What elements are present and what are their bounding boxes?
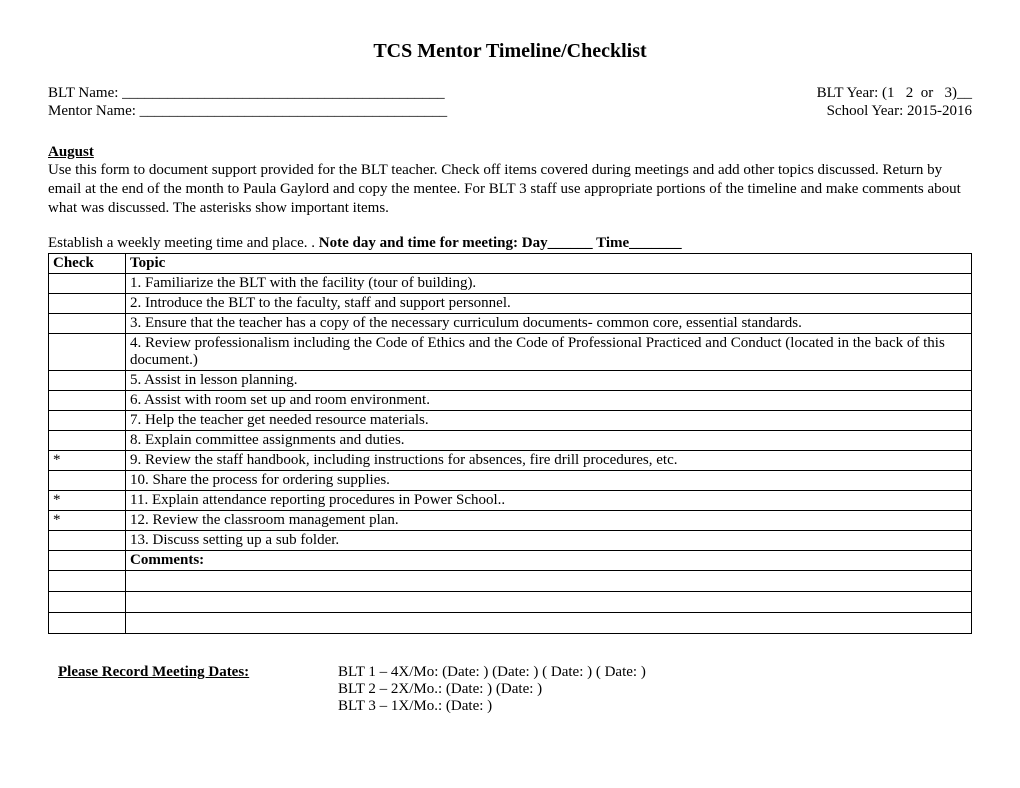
table-row: 8. Explain committee assignments and dut…: [49, 431, 972, 451]
empty-row: [49, 613, 972, 634]
empty-row: [49, 592, 972, 613]
blt-name-field: BLT Name: ______________________________…: [48, 85, 445, 102]
meeting-time-line: Establish a weekly meeting time and plac…: [48, 235, 972, 252]
meeting-dates-line-2: BLT 2 – 2X/Mo.: (Date: ) (Date: ): [338, 681, 542, 698]
meeting-dates-line-1: BLT 1 – 4X/Mo: (Date: ) (Date: ) ( Date:…: [338, 664, 646, 681]
page-title: TCS Mentor Timeline/Checklist: [48, 40, 972, 63]
topic-cell: 9. Review the staff handbook, including …: [126, 451, 972, 471]
check-cell[interactable]: [49, 531, 126, 551]
check-cell[interactable]: [49, 294, 126, 314]
topic-cell: 2. Introduce the BLT to the faculty, sta…: [126, 294, 972, 314]
check-cell[interactable]: [49, 274, 126, 294]
check-cell[interactable]: [49, 334, 126, 371]
table-header-row: Check Topic: [49, 254, 972, 274]
check-cell[interactable]: [49, 613, 126, 634]
col-header-topic: Topic: [126, 254, 972, 274]
topic-cell: 10. Share the process for ordering suppl…: [126, 471, 972, 491]
topic-cell: 4. Review professionalism including the …: [126, 334, 972, 371]
check-cell[interactable]: *: [49, 511, 126, 531]
meeting-dates-line-3: BLT 3 – 1X/Mo.: (Date: ): [338, 698, 492, 715]
check-cell[interactable]: [49, 551, 126, 571]
table-row: 5. Assist in lesson planning.: [49, 371, 972, 391]
blt-year-field: BLT Year: (1 2 or 3)__: [817, 85, 972, 102]
mentor-name-field: Mentor Name: ___________________________…: [48, 103, 447, 120]
table-row: 2. Introduce the BLT to the faculty, sta…: [49, 294, 972, 314]
check-cell[interactable]: [49, 391, 126, 411]
table-row: 10. Share the process for ordering suppl…: [49, 471, 972, 491]
empty-cell[interactable]: [126, 571, 972, 592]
section-month-header: August: [48, 144, 972, 161]
check-cell[interactable]: [49, 411, 126, 431]
meeting-prefix: Establish a weekly meeting time and plac…: [48, 235, 319, 251]
check-cell[interactable]: *: [49, 451, 126, 471]
topic-cell: 13. Discuss setting up a sub folder.: [126, 531, 972, 551]
header-row-2: Mentor Name: ___________________________…: [48, 103, 972, 120]
empty-cell[interactable]: [126, 613, 972, 634]
col-header-check: Check: [49, 254, 126, 274]
table-row: 7. Help the teacher get needed resource …: [49, 411, 972, 431]
empty-cell[interactable]: [126, 592, 972, 613]
check-cell[interactable]: [49, 314, 126, 334]
topic-cell: 11. Explain attendance reporting procedu…: [126, 491, 972, 511]
instructions-text: Use this form to document support provid…: [48, 161, 972, 217]
school-year-field: School Year: 2015-2016: [827, 103, 972, 120]
topic-cell: 7. Help the teacher get needed resource …: [126, 411, 972, 431]
check-cell[interactable]: [49, 371, 126, 391]
table-row: *9. Review the staff handbook, including…: [49, 451, 972, 471]
comments-label-cell: Comments:: [126, 551, 972, 571]
topic-cell: 8. Explain committee assignments and dut…: [126, 431, 972, 451]
check-cell[interactable]: [49, 471, 126, 491]
meeting-dates-label: Please Record Meeting Dates:: [48, 664, 338, 681]
check-cell[interactable]: *: [49, 491, 126, 511]
topic-cell: 12. Review the classroom management plan…: [126, 511, 972, 531]
topic-cell: 5. Assist in lesson planning.: [126, 371, 972, 391]
meeting-dates-indent-2: [48, 681, 338, 698]
topic-cell: 3. Ensure that the teacher has a copy of…: [126, 314, 972, 334]
empty-row: [49, 571, 972, 592]
check-cell[interactable]: [49, 592, 126, 613]
topic-cell: 6. Assist with room set up and room envi…: [126, 391, 972, 411]
table-row: *11. Explain attendance reporting proced…: [49, 491, 972, 511]
comments-row: Comments:: [49, 551, 972, 571]
meeting-dates-indent-3: [48, 698, 338, 715]
checklist-table: Check Topic 1. Familiarize the BLT with …: [48, 253, 972, 634]
table-row: *12. Review the classroom management pla…: [49, 511, 972, 531]
table-row: 4. Review professionalism including the …: [49, 334, 972, 371]
table-row: 6. Assist with room set up and room envi…: [49, 391, 972, 411]
check-cell[interactable]: [49, 571, 126, 592]
topic-cell: 1. Familiarize the BLT with the facility…: [126, 274, 972, 294]
table-row: 3. Ensure that the teacher has a copy of…: [49, 314, 972, 334]
meeting-bold: Note day and time for meeting: Day______…: [319, 235, 682, 251]
check-cell[interactable]: [49, 431, 126, 451]
table-row: 1. Familiarize the BLT with the facility…: [49, 274, 972, 294]
table-row: 13. Discuss setting up a sub folder.: [49, 531, 972, 551]
meeting-dates-section: Please Record Meeting Dates: BLT 1 – 4X/…: [48, 664, 972, 715]
header-row-1: BLT Name: ______________________________…: [48, 85, 972, 102]
